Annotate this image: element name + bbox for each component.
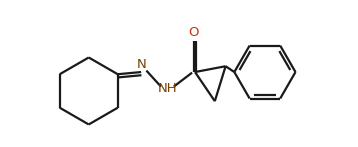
Text: O: O [188,26,199,39]
Text: N: N [136,58,146,71]
Text: NH: NH [158,82,177,95]
